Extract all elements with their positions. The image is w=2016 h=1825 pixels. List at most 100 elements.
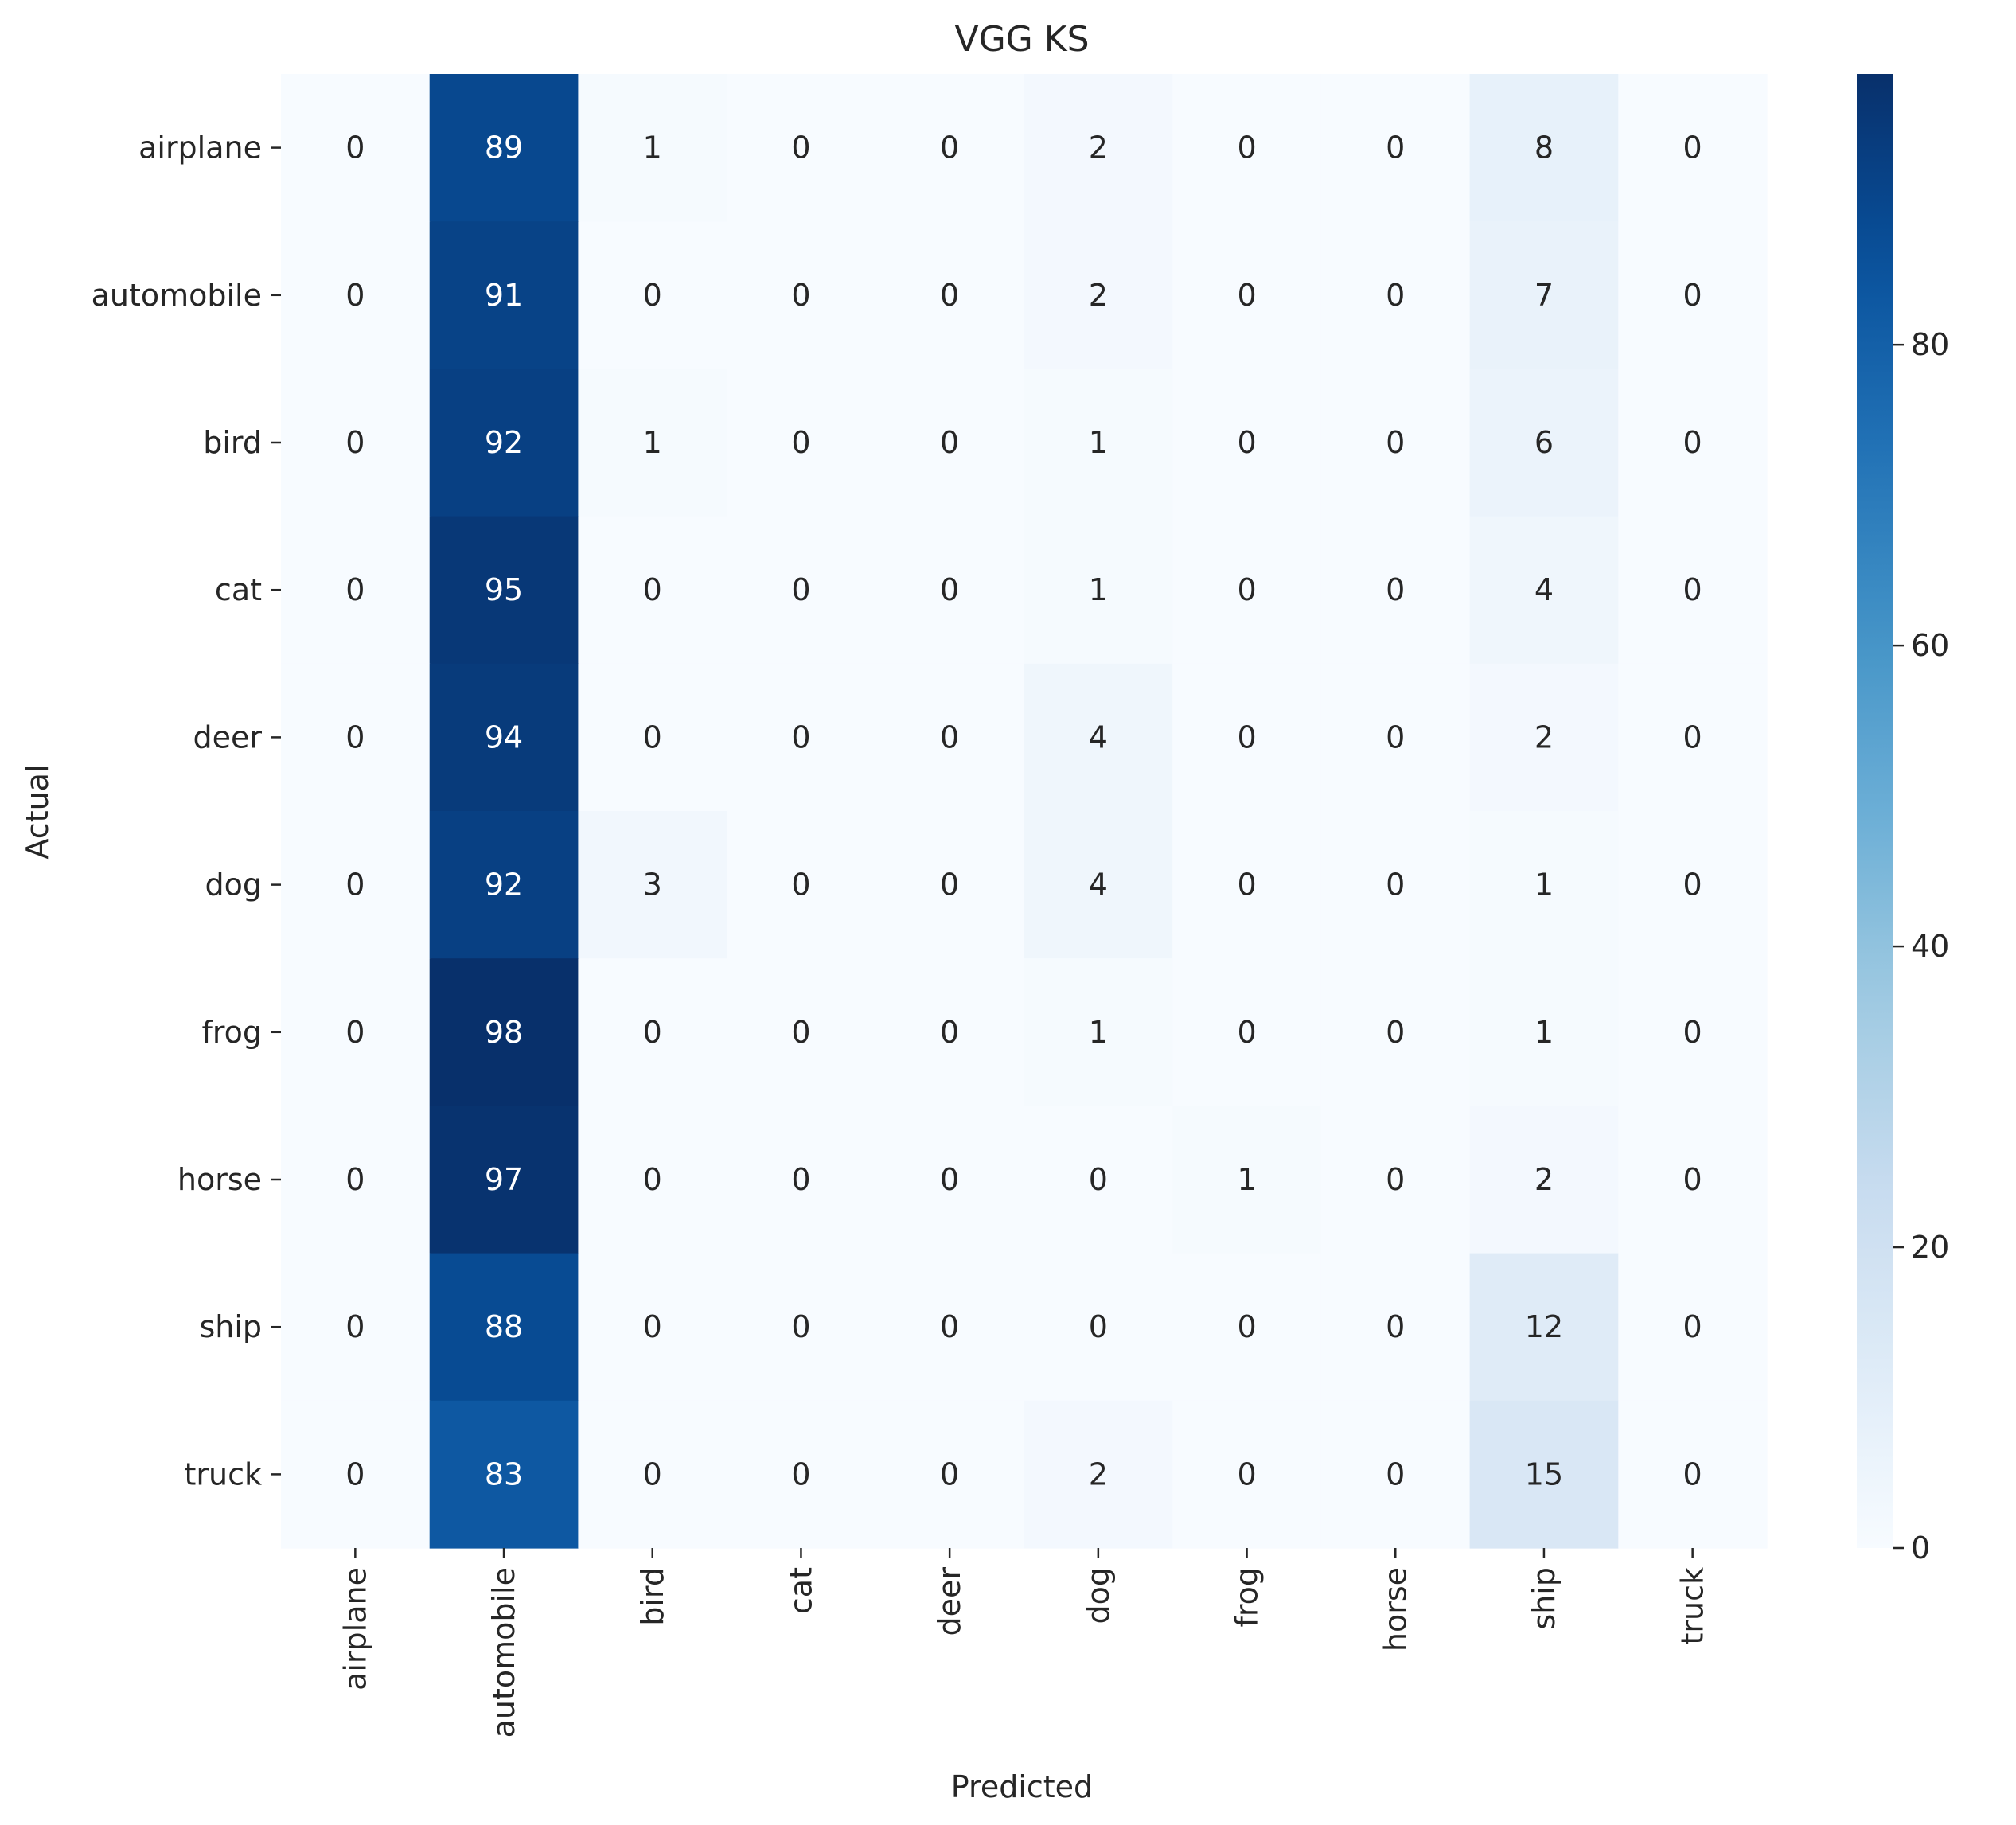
heatmap-cell xyxy=(727,74,876,222)
heatmap-cell xyxy=(1618,74,1768,222)
cell-value-label: 0 xyxy=(643,1162,662,1197)
cell-value-label: 92 xyxy=(485,868,523,903)
heatmap-cell xyxy=(1618,663,1768,812)
heatmap-cell xyxy=(281,516,431,665)
heatmap-cell xyxy=(429,516,579,665)
heatmap-cell xyxy=(1172,221,1322,369)
heatmap-cell xyxy=(727,958,876,1106)
heatmap-cell xyxy=(875,221,1025,369)
cell-value-label: 0 xyxy=(345,425,365,460)
cell-value-label: 4 xyxy=(1089,719,1108,755)
heatmap-cell xyxy=(1469,516,1619,665)
heatmap-cell xyxy=(875,74,1025,222)
heatmap-cell xyxy=(281,958,431,1106)
heatmap-cell xyxy=(1024,74,1173,222)
heatmap-cell xyxy=(429,221,579,369)
x-tick-label: automobile xyxy=(486,1567,521,1737)
y-tick-label: ship xyxy=(199,1309,262,1344)
y-tick-label: bird xyxy=(203,425,262,460)
heatmap-cell xyxy=(1320,958,1471,1106)
y-tick-label: dog xyxy=(205,868,263,903)
colorbar-tick-label: 0 xyxy=(1911,1531,1930,1566)
heatmap-cell-labels: 0 89 1 0 0 2 0 0 8 0 0 91 0 0 0 2 0 0 7 0 0 92 1 0 0 1 0 0 6 0 0 95 0 0 0 1… xyxy=(345,131,1702,1492)
heatmap-cell xyxy=(1618,369,1768,517)
y-tick-label: horse xyxy=(177,1162,262,1197)
cell-value-label: 3 xyxy=(643,868,662,903)
heatmap-cell xyxy=(1320,1253,1471,1402)
cell-value-label: 1 xyxy=(1089,1015,1108,1050)
heatmap-cell xyxy=(1172,958,1322,1106)
heatmap-cell xyxy=(1320,369,1471,517)
cell-value-label: 15 xyxy=(1525,1456,1563,1492)
heatmap-cell xyxy=(429,1400,579,1549)
heatmap-cell xyxy=(1024,516,1173,665)
x-tick-label: truck xyxy=(1675,1567,1710,1645)
colorbar-tick-label: 40 xyxy=(1911,929,1949,964)
cell-value-label: 0 xyxy=(940,572,959,607)
cell-value-label: 0 xyxy=(1386,1309,1405,1344)
cell-value-label: 0 xyxy=(345,572,365,607)
colorbar-tick-label: 20 xyxy=(1911,1230,1949,1265)
heatmap-cell xyxy=(1024,811,1173,959)
heatmap-cell xyxy=(1469,1106,1619,1254)
heatmap-cell xyxy=(1469,369,1619,517)
cell-value-label: 0 xyxy=(1683,868,1702,903)
heatmap-cell xyxy=(1024,1400,1173,1549)
heatmap-cell xyxy=(1469,811,1619,959)
heatmap-cell xyxy=(1618,1106,1768,1254)
heatmap-cell xyxy=(1024,663,1173,812)
heatmap-cell xyxy=(1172,1106,1322,1254)
heatmap-cell xyxy=(1320,221,1471,369)
cell-value-label: 0 xyxy=(345,1162,365,1197)
cell-value-label: 0 xyxy=(1683,1162,1702,1197)
heatmap-cell xyxy=(1172,1400,1322,1549)
cell-value-label: 1 xyxy=(1237,1162,1256,1197)
heatmap-cell xyxy=(875,811,1025,959)
cell-value-label: 0 xyxy=(643,278,662,313)
cell-value-label: 97 xyxy=(485,1162,523,1197)
cell-value-label: 0 xyxy=(1683,131,1702,166)
heatmap-cell xyxy=(429,958,579,1106)
y-tick-label: frog xyxy=(201,1015,262,1050)
cell-value-label: 2 xyxy=(1534,719,1554,755)
cell-value-label: 0 xyxy=(1237,425,1256,460)
x-tick-label: dog xyxy=(1081,1567,1116,1624)
cell-value-label: 0 xyxy=(791,719,810,755)
heatmap-cell xyxy=(281,811,431,959)
heatmap-cell xyxy=(1618,811,1768,959)
heatmap-cell xyxy=(727,369,876,517)
heatmap-cell xyxy=(281,1400,431,1549)
heatmap-cells xyxy=(281,74,1768,1549)
cell-value-label: 0 xyxy=(791,1015,810,1050)
x-tick-label: bird xyxy=(635,1567,670,1626)
cell-value-label: 0 xyxy=(1237,131,1256,166)
cell-value-label: 0 xyxy=(1237,278,1256,313)
heatmap-cell xyxy=(1320,74,1471,222)
heatmap-cell xyxy=(1320,663,1471,812)
cell-value-label: 0 xyxy=(940,1309,959,1344)
heatmap-cell xyxy=(1024,958,1173,1106)
heatmap-cell xyxy=(1469,1253,1619,1402)
heatmap-cell xyxy=(1024,1106,1173,1254)
cell-value-label: 12 xyxy=(1525,1309,1563,1344)
cell-value-label: 98 xyxy=(485,1015,523,1050)
cell-value-label: 0 xyxy=(940,1456,959,1492)
cell-value-label: 0 xyxy=(1237,868,1256,903)
cell-value-label: 4 xyxy=(1089,868,1108,903)
cell-value-label: 83 xyxy=(485,1456,523,1492)
heatmap-cell xyxy=(1469,1400,1619,1549)
cell-value-label: 0 xyxy=(791,572,810,607)
heatmap-cell xyxy=(281,1106,431,1254)
cell-value-label: 0 xyxy=(643,719,662,755)
heatmap-cell xyxy=(1469,221,1619,369)
cell-value-label: 0 xyxy=(791,1456,810,1492)
heatmap-cell xyxy=(1469,663,1619,812)
heatmap-cell xyxy=(727,221,876,369)
heatmap-cell xyxy=(1469,958,1619,1106)
cell-value-label: 0 xyxy=(643,572,662,607)
heatmap-cell xyxy=(1024,1253,1173,1402)
cell-value-label: 0 xyxy=(1386,131,1405,166)
chart-title: VGG KS xyxy=(954,19,1089,60)
heatmap-cell xyxy=(727,1400,876,1549)
